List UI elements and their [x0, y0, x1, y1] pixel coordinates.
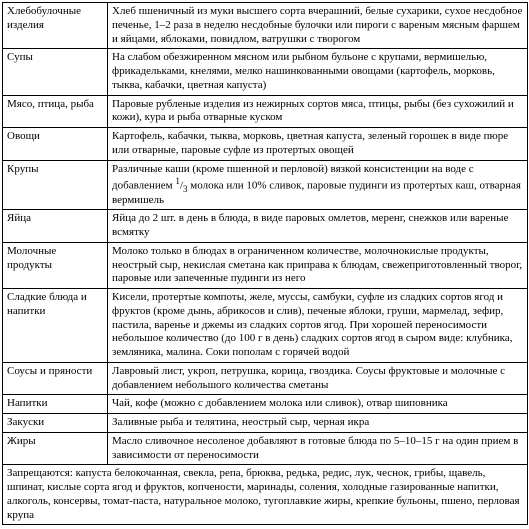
table-row: Мясо, птица, рыбаПаровые рубленые издели… — [3, 95, 528, 128]
category-cell: Крупы — [3, 160, 108, 210]
category-cell: Овощи — [3, 128, 108, 161]
category-cell: Супы — [3, 49, 108, 95]
footer-cell: Запрещаются: капуста белокочанная, свекл… — [3, 465, 528, 525]
content-cell: На слабом обезжиренном мясном или рыбном… — [108, 49, 528, 95]
table-row: Молочные продуктыМолоко только в блюдах … — [3, 242, 528, 288]
content-cell: Различные каши (кроме пшенной и перловой… — [108, 160, 528, 210]
content-cell: Картофель, кабачки, тыква, морковь, цвет… — [108, 128, 528, 161]
table-row: НапиткиЧай, кофе (можно с добавлением мо… — [3, 395, 528, 414]
content-cell: Паровые рубленые изделия из нежирных сор… — [108, 95, 528, 128]
table-row: ЯйцаЯйца до 2 шт. в день в блюда, в виде… — [3, 210, 528, 243]
content-cell: Лавровый лист, укроп, петрушка, корица, … — [108, 362, 528, 395]
content-cell: Масло сливочное несоленое добавляют в го… — [108, 432, 528, 465]
content-cell: Кисели, протертые компоты, желе, муссы, … — [108, 289, 528, 363]
diet-table-body: Хлебобулочные изделияХлеб пшеничный из м… — [3, 3, 528, 525]
content-cell: Молоко только в блюдах в ограниченном ко… — [108, 242, 528, 288]
category-cell: Мясо, птица, рыба — [3, 95, 108, 128]
table-row: СупыНа слабом обезжиренном мясном или ры… — [3, 49, 528, 95]
content-cell: Яйца до 2 шт. в день в блюда, в виде пар… — [108, 210, 528, 243]
table-row: ОвощиКартофель, кабачки, тыква, морковь,… — [3, 128, 528, 161]
table-row: ЗакускиЗаливные рыба и телятина, неостры… — [3, 414, 528, 433]
table-row: КрупыРазличные каши (кроме пшенной и пер… — [3, 160, 528, 210]
table-row: ЖирыМасло сливочное несоленое добавляют … — [3, 432, 528, 465]
category-cell: Закуски — [3, 414, 108, 433]
category-cell: Соусы и пряности — [3, 362, 108, 395]
table-row: Сладкие блюда и напиткиКисели, протертые… — [3, 289, 528, 363]
content-cell: Чай, кофе (можно с добавлением молока ил… — [108, 395, 528, 414]
category-cell: Жиры — [3, 432, 108, 465]
category-cell: Яйца — [3, 210, 108, 243]
table-footer-row: Запрещаются: капуста белокочанная, свекл… — [3, 465, 528, 525]
content-cell: Хлеб пшеничный из муки высшего сорта вче… — [108, 3, 528, 49]
diet-table: Хлебобулочные изделияХлеб пшеничный из м… — [2, 2, 528, 525]
category-cell: Хлебобулочные изделия — [3, 3, 108, 49]
table-row: Соусы и пряностиЛавровый лист, укроп, пе… — [3, 362, 528, 395]
category-cell: Напитки — [3, 395, 108, 414]
content-cell: Заливные рыба и телятина, неострый сыр, … — [108, 414, 528, 433]
category-cell: Молочные продукты — [3, 242, 108, 288]
category-cell: Сладкие блюда и напитки — [3, 289, 108, 363]
table-row: Хлебобулочные изделияХлеб пшеничный из м… — [3, 3, 528, 49]
